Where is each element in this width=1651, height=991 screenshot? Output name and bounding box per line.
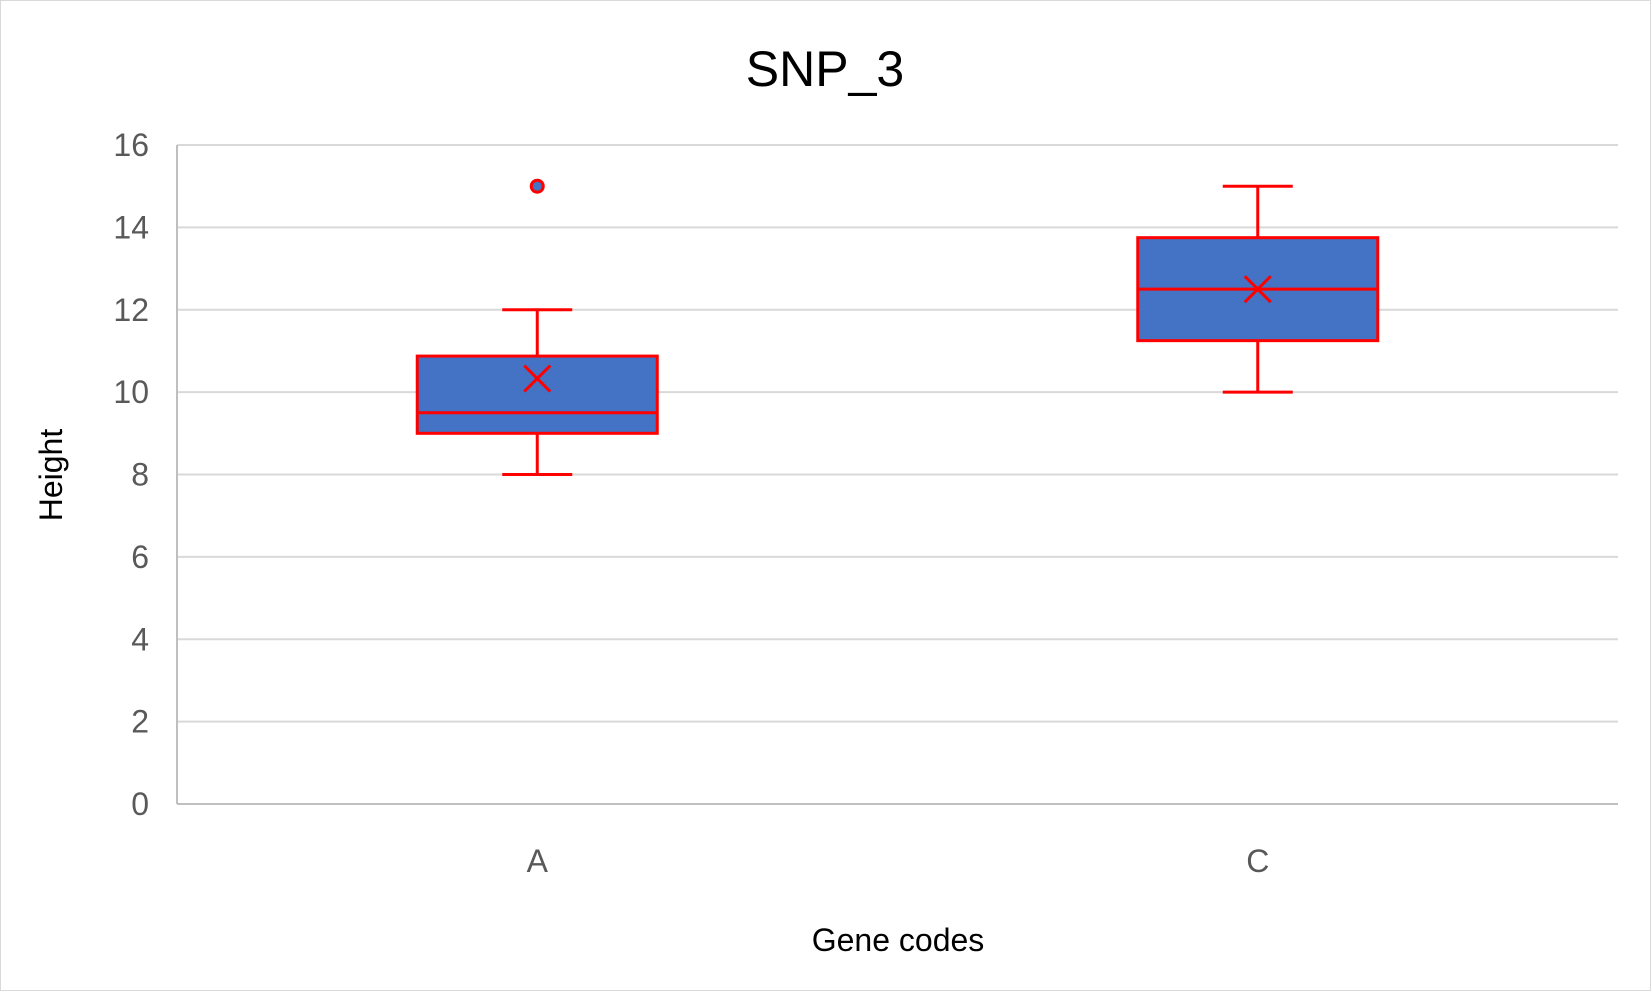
y-tick-label: 16	[113, 127, 149, 163]
mean-marker	[523, 364, 552, 393]
iqr-box	[415, 354, 659, 435]
x-axis-label: Gene codes	[812, 922, 985, 958]
gridlines	[176, 144, 1618, 805]
x-tick-label: C	[1246, 843, 1269, 879]
y-tick-label: 6	[131, 539, 149, 575]
y-axis-ticks: 0 2 4 6 8 10 12 14 16	[113, 127, 149, 822]
box-C	[1136, 184, 1380, 394]
y-axis-label: Height	[33, 429, 69, 522]
x-tick-label: A	[527, 843, 549, 879]
box-A	[415, 178, 659, 476]
y-tick-label: 4	[131, 621, 149, 657]
mean-marker	[1243, 275, 1272, 304]
y-tick-label: 8	[131, 457, 149, 493]
chart-title: SNP_3	[746, 41, 904, 97]
y-tick-label: 2	[131, 704, 149, 740]
y-tick-label: 0	[131, 786, 149, 822]
y-tick-label: 10	[113, 374, 149, 410]
y-tick-label: 14	[113, 209, 149, 245]
outlier-point	[529, 178, 545, 194]
box-series	[415, 178, 1380, 476]
y-tick-label: 12	[113, 292, 149, 328]
